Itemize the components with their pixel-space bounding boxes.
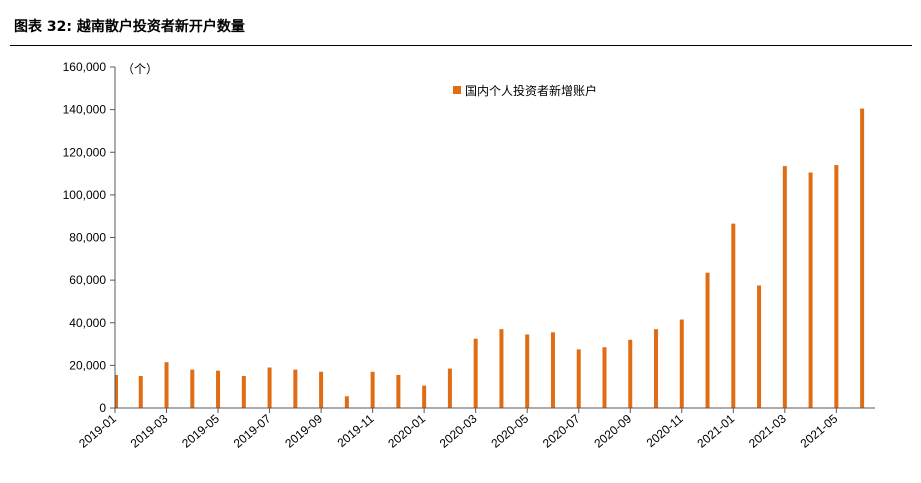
bar-2019-09 xyxy=(319,371,324,408)
bar-2019-08 xyxy=(293,369,298,408)
bar-2019-04 xyxy=(190,369,195,408)
x-tick-label: 2019-09 xyxy=(282,411,325,450)
bar-2019-06 xyxy=(241,376,246,408)
y-tick-label: 60,000 xyxy=(69,273,106,287)
bar-2020-01 xyxy=(422,385,427,408)
bar-2019-12 xyxy=(396,374,401,408)
x-tick-label: 2020-11 xyxy=(644,411,686,450)
x-tick-label: 2021-01 xyxy=(694,411,737,450)
bar-2019-05 xyxy=(216,370,221,408)
bar-2020-09 xyxy=(628,339,633,408)
figure-title: 图表 32: 越南散户投资者新开户数量 xyxy=(14,19,245,35)
x-tick-label: 2019-11 xyxy=(334,411,376,450)
x-tick-label: 2020-07 xyxy=(540,411,583,450)
y-tick-label: 80,000 xyxy=(69,231,106,245)
bar-2019-01 xyxy=(115,374,118,408)
y-tick-label: 140,000 xyxy=(63,103,107,117)
bar-2020-04 xyxy=(499,329,504,408)
bar-2020-07 xyxy=(576,349,581,408)
x-tick-label: 2019-03 xyxy=(128,411,171,450)
legend: 国内个人投资者新增账户 xyxy=(453,83,597,98)
x-tick-label: 2020-03 xyxy=(437,411,480,450)
x-tick-label: 2019-01 xyxy=(76,411,119,450)
legend-swatch xyxy=(453,86,461,94)
bar-2020-08 xyxy=(602,347,607,408)
bar-2019-07 xyxy=(267,367,272,408)
bar-2020-10 xyxy=(654,329,659,408)
x-tick-label: 2021-05 xyxy=(798,411,841,450)
bar-2021-02 xyxy=(757,285,762,408)
x-tick-label: 2020-05 xyxy=(488,411,531,450)
bar-2020-11 xyxy=(679,319,684,408)
bar-2021-06 xyxy=(860,108,865,408)
bar-2021-05 xyxy=(834,165,839,408)
x-tick-label: 2020-09 xyxy=(591,411,634,450)
bar-2019-10 xyxy=(344,396,349,408)
bar-2019-02 xyxy=(138,376,143,408)
bar-2021-03 xyxy=(782,166,787,408)
bar-2020-12 xyxy=(705,272,710,408)
bar-2021-04 xyxy=(808,172,813,408)
title-divider xyxy=(10,45,912,46)
legend-label: 国内个人投资者新增账户 xyxy=(465,83,597,98)
x-tick-label: 2019-05 xyxy=(179,411,222,450)
y-tick-label: 100,000 xyxy=(63,188,107,202)
y-tick-label: 160,000 xyxy=(63,60,107,74)
y-tick-label: 120,000 xyxy=(63,145,107,159)
bar-2020-06 xyxy=(550,332,555,408)
x-tick-label: 2021-03 xyxy=(746,411,789,450)
bar-2020-05 xyxy=(525,334,530,408)
x-tick-label: 2020-01 xyxy=(385,411,428,450)
bar-2020-02 xyxy=(447,368,452,408)
y-axis-unit-label: （个） xyxy=(122,62,158,76)
bar-2019-03 xyxy=(164,362,169,408)
y-tick-label: 20,000 xyxy=(69,358,106,372)
bar-2019-11 xyxy=(370,371,375,408)
y-tick-label: 40,000 xyxy=(69,316,106,330)
bar-2021-01 xyxy=(731,223,736,408)
bar-2020-03 xyxy=(473,338,478,408)
x-tick-label: 2019-07 xyxy=(231,411,274,450)
y-tick-label: 0 xyxy=(99,401,106,415)
